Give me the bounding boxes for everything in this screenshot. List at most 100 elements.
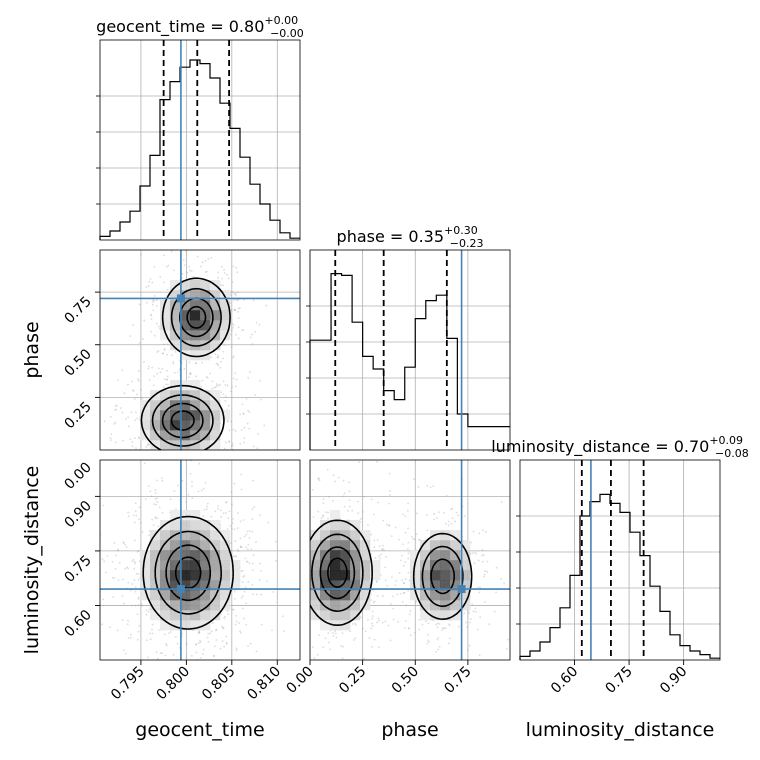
scatter-point <box>134 510 137 512</box>
scatter-point <box>252 479 254 482</box>
scatter-point <box>218 383 221 386</box>
scatter-point <box>327 632 330 635</box>
scatter-point <box>238 622 241 625</box>
density-cell <box>190 440 201 450</box>
scatter-point <box>185 643 188 646</box>
scatter-point <box>472 610 475 613</box>
scatter-point <box>435 650 438 653</box>
density-cell <box>200 520 211 531</box>
panel-frame <box>99 39 301 241</box>
scatter-point <box>224 615 227 618</box>
scatter-point <box>443 511 445 514</box>
scatter-point <box>316 653 319 656</box>
scatter-point <box>391 576 393 579</box>
scatter-point <box>192 451 194 453</box>
scatter-point <box>227 277 230 280</box>
x-tick-label: 0.795 <box>108 664 148 704</box>
hist-panel-geocent-time <box>96 39 301 241</box>
scatter-point <box>114 405 117 407</box>
scatter-point <box>399 592 402 595</box>
density-cell <box>210 530 221 541</box>
density-cell <box>170 560 181 571</box>
scatter-point <box>300 568 302 570</box>
scatter-point <box>138 437 141 440</box>
scatter-point <box>402 582 405 585</box>
density-cell <box>230 560 241 571</box>
scatter-point <box>402 592 405 594</box>
density-cell <box>360 530 371 541</box>
density-cell <box>330 600 341 611</box>
scatter-point <box>151 477 153 479</box>
density-cell <box>350 590 361 601</box>
scatter-point <box>110 454 112 456</box>
scatter-point <box>279 574 281 576</box>
density-cell <box>440 590 451 601</box>
scatter-point <box>301 534 303 536</box>
scatter-point <box>232 324 235 327</box>
scatter-point <box>406 548 409 550</box>
density-cell <box>220 310 231 321</box>
density-cell <box>420 580 431 591</box>
scatter-point <box>137 604 140 606</box>
density-cell <box>320 590 331 601</box>
density-cell <box>190 430 201 441</box>
density-cell <box>170 540 181 551</box>
scatter-point <box>258 323 261 326</box>
scatter-point <box>203 509 206 511</box>
scatter-point <box>193 682 195 684</box>
scatter-point <box>230 445 233 448</box>
scatter-point <box>210 356 213 359</box>
scatter-point <box>363 495 366 498</box>
contour-line <box>311 533 464 612</box>
scatter-point <box>143 319 146 322</box>
scatter-point <box>227 517 230 520</box>
density-cell <box>410 580 421 591</box>
density-cell <box>170 290 181 301</box>
scatter-point <box>348 499 351 502</box>
scatter-point <box>209 372 211 375</box>
scatter-point <box>225 500 228 503</box>
scatter-point <box>109 626 112 629</box>
scatter-point <box>373 513 375 516</box>
scatter-point <box>127 477 129 479</box>
scatter-point <box>421 623 424 626</box>
density-cell <box>160 560 171 571</box>
scatter-point <box>232 608 235 611</box>
scatter-point <box>154 498 157 500</box>
scatter-point <box>231 281 234 283</box>
density-cell <box>350 610 361 621</box>
scatter-point <box>153 265 156 268</box>
scatter-point <box>408 579 411 582</box>
scatter-point <box>151 518 153 521</box>
scatter-point <box>245 623 248 626</box>
scatter-point <box>147 656 149 659</box>
scatter-point <box>236 527 239 530</box>
scatter-point <box>133 398 136 400</box>
density-cell <box>370 570 381 581</box>
scatter-point <box>291 577 293 579</box>
density-cell <box>140 580 151 591</box>
density-cell <box>460 590 471 601</box>
scatter-point <box>134 590 137 593</box>
scatter-point <box>181 479 184 482</box>
scatter-point <box>481 554 484 557</box>
density-cell <box>160 440 171 450</box>
scatter-point <box>103 560 106 563</box>
scatter-point <box>174 635 177 638</box>
scatter-point <box>351 509 354 512</box>
scatter-point <box>156 372 159 375</box>
scatter-point <box>370 592 372 595</box>
scatter-point <box>189 269 191 272</box>
scatter-point <box>230 420 233 423</box>
scatter-point <box>137 597 140 600</box>
scatter-point <box>243 441 246 444</box>
scatter-point <box>201 261 204 264</box>
scatter-point <box>224 384 227 386</box>
scatter-point <box>170 494 172 496</box>
scatter-point <box>246 530 249 533</box>
scatter-point <box>197 632 200 635</box>
scatter-point <box>254 394 257 396</box>
density-cell <box>160 540 171 551</box>
scatter-point <box>126 566 129 569</box>
scatter-point <box>259 514 261 516</box>
